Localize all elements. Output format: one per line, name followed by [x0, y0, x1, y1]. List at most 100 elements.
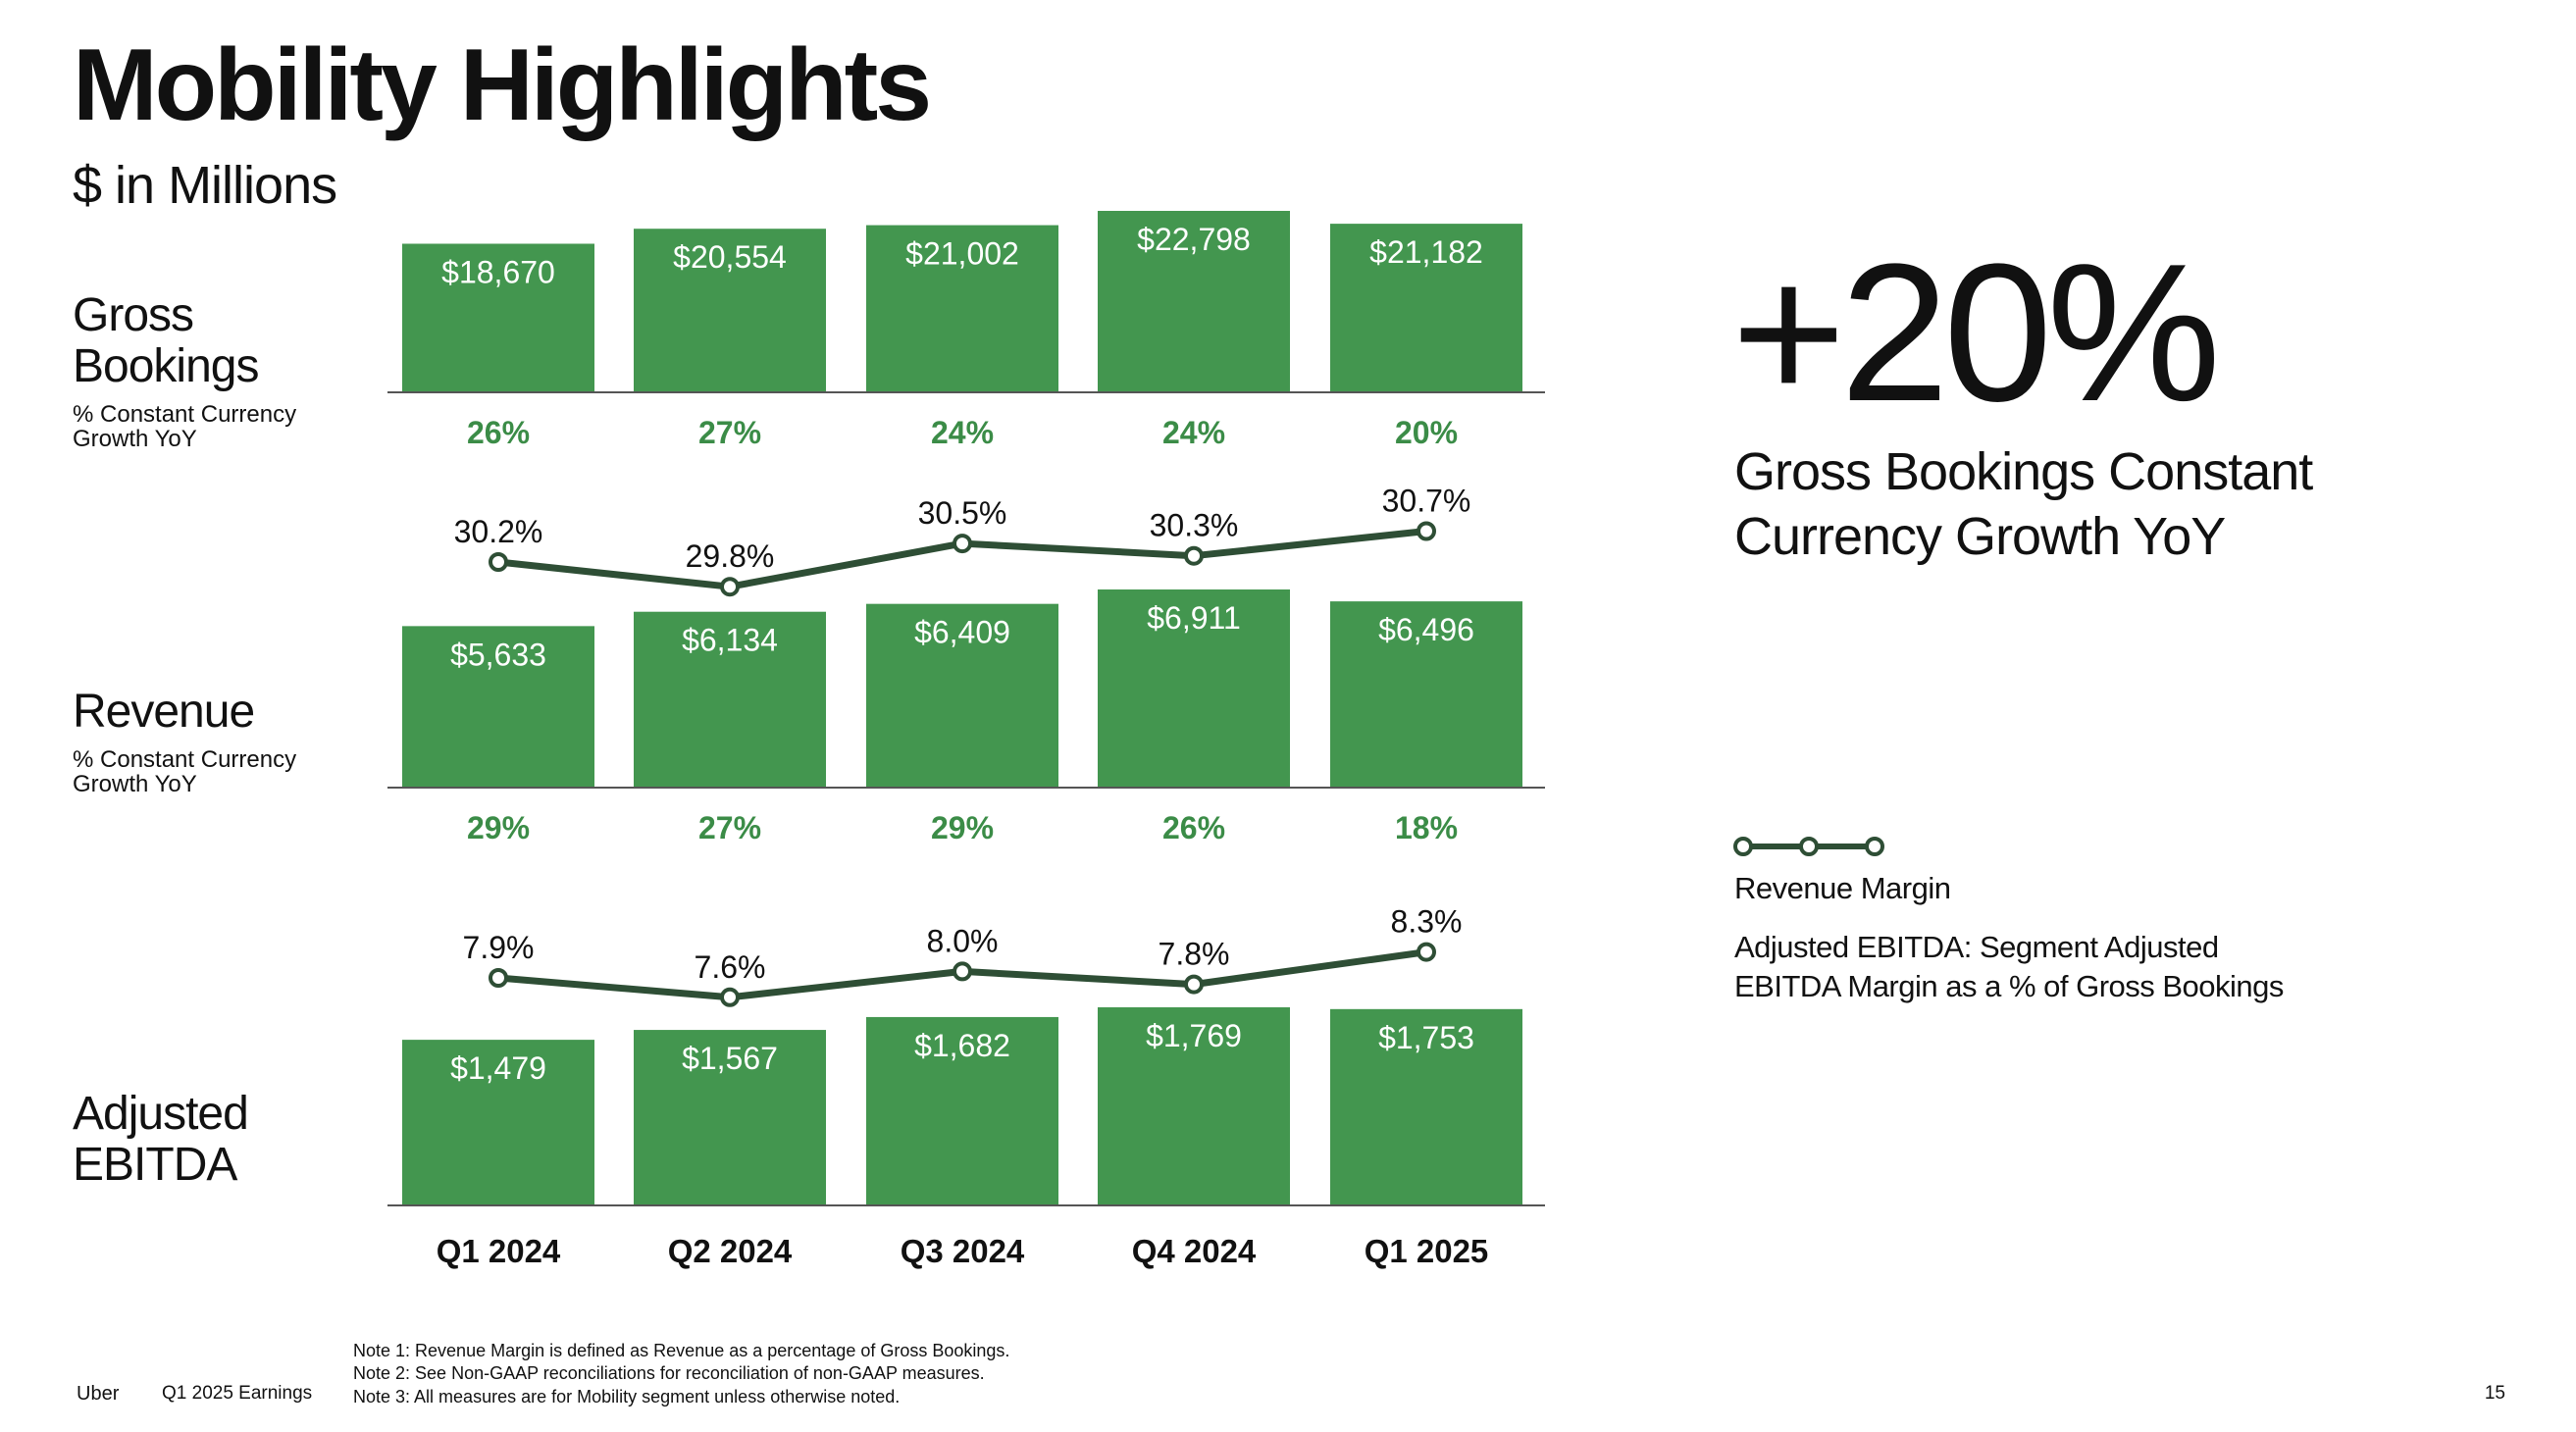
- gross-bookings-value-label: $22,798: [1137, 222, 1251, 257]
- revenue-value-label: $6,496: [1378, 612, 1474, 647]
- revenue-growth-note: % Constant Currency Growth YoY: [73, 746, 347, 798]
- ebitda-margin-point: [489, 968, 508, 988]
- ebitda-margin-point: [1184, 974, 1204, 995]
- revenue-margin-value-label: 29.8%: [686, 538, 775, 574]
- revenue-bar: [1098, 589, 1290, 788]
- gross-bookings-bar: [866, 225, 1058, 392]
- revenue-value-label: $6,409: [914, 615, 1010, 650]
- gross-bookings-value-label: $21,182: [1369, 234, 1483, 270]
- revenue-margin-point: [720, 577, 740, 597]
- ebitda-margin-value-label: 7.8%: [1159, 937, 1230, 972]
- gross-bookings-bar: [634, 229, 826, 392]
- revenue-value-label: $6,134: [682, 623, 778, 658]
- x-axis-tick-label: Q4 2024: [1132, 1233, 1257, 1269]
- revenue-margin-point: [953, 534, 972, 554]
- legend-marker-left: [1733, 837, 1753, 856]
- gross-bookings-label-line1: Gross: [73, 289, 194, 341]
- adjusted-ebitda-value-label: $1,479: [450, 1050, 546, 1086]
- adjusted-ebitda-bar: [402, 1040, 594, 1205]
- revenue-bar: [402, 626, 594, 788]
- adjusted-ebitda-value-label: $1,567: [682, 1041, 778, 1076]
- ebitda-margin-value-label: 8.3%: [1391, 904, 1463, 940]
- page-subtitle: $ in Millions: [73, 156, 337, 215]
- legend-note: Adjusted EBITDA: Segment Adjusted EBITDA…: [1734, 928, 2323, 1007]
- revenue-growth-label: 29%: [467, 810, 530, 845]
- adjusted-ebitda-value-label: $1,682: [914, 1028, 1010, 1063]
- revenue-value-label: $5,633: [450, 637, 546, 672]
- highlight-caption: Gross Bookings Constant Currency Growth …: [1734, 439, 2421, 570]
- gross-bookings-value-label: $21,002: [905, 236, 1019, 272]
- footnote-1: Note 1: Revenue Margin is defined as Rev…: [353, 1341, 1010, 1360]
- gross-bookings-growth-label: 24%: [931, 415, 994, 450]
- adjusted-ebitda-label: Adjusted EBITDA: [73, 1088, 249, 1191]
- revenue-growth-label: 29%: [931, 810, 994, 845]
- revenue-growth-label: 18%: [1395, 810, 1458, 845]
- adjusted-ebitda-label-line1: Adjusted: [73, 1088, 249, 1140]
- revenue-margin-point: [1417, 521, 1436, 541]
- adjusted-ebitda-bar: [1098, 1007, 1290, 1205]
- revenue-bar: [866, 603, 1058, 788]
- footnotes: Note 1: Revenue Margin is defined as Rev…: [353, 1340, 1009, 1408]
- page-number: 15: [2484, 1383, 2505, 1404]
- ebitda-margin-value-label: 8.0%: [927, 923, 999, 958]
- footnote-3: Note 3: All measures are for Mobility se…: [353, 1386, 901, 1406]
- gross-bookings-value-label: $18,670: [441, 254, 555, 289]
- revenue-label: Revenue: [73, 686, 255, 738]
- footer-brand: Uber: [77, 1383, 120, 1405]
- gross-bookings-growth-note: % Constant Currency Growth YoY: [73, 401, 347, 453]
- gross-bookings-label-line2: Bookings: [73, 339, 259, 392]
- revenue-margin-value-label: 30.7%: [1382, 484, 1471, 519]
- ebitda-margin-value-label: 7.9%: [463, 930, 535, 965]
- gross-bookings-growth-note-line1: % Constant Currency: [73, 401, 297, 428]
- revenue-growth-note-line1: % Constant Currency: [73, 746, 297, 773]
- revenue-margin-value-label: 30.3%: [1150, 508, 1239, 543]
- legend-label: Revenue Margin: [1734, 871, 1951, 905]
- adjusted-ebitda-bar: [866, 1016, 1058, 1205]
- revenue-bar: [634, 611, 826, 788]
- legend-line-icon: [1733, 837, 1884, 856]
- revenue-margin-value-label: 30.2%: [454, 514, 543, 549]
- adjusted-ebitda-bar: [1330, 1008, 1522, 1205]
- adjusted-ebitda-bar: [634, 1030, 826, 1205]
- legend-note-line2: EBITDA Margin as a % of Gross Bookings: [1734, 969, 2284, 1004]
- gross-bookings-growth-label: 24%: [1162, 415, 1225, 450]
- ebitda-margin-point: [1417, 942, 1436, 962]
- adjusted-ebitda-label-line2: EBITDA: [73, 1138, 237, 1191]
- adjusted-ebitda-value-label: $1,769: [1146, 1018, 1242, 1053]
- revenue-growth-note-line2: Growth YoY: [73, 771, 197, 798]
- x-axis-tick-label: Q2 2024: [668, 1233, 793, 1269]
- gross-bookings-bar: [1330, 224, 1522, 392]
- revenue-margin-value-label: 30.5%: [918, 495, 1007, 531]
- revenue-margin-point: [489, 552, 508, 572]
- gross-bookings-growth-label: 26%: [467, 415, 530, 450]
- gross-bookings-bar: [1098, 211, 1290, 392]
- gross-bookings-growth-label: 20%: [1395, 415, 1458, 450]
- gross-bookings-growth-note-line2: Growth YoY: [73, 426, 197, 453]
- x-axis-tick-label: Q1 2025: [1365, 1233, 1489, 1269]
- gross-bookings-bar: [402, 243, 594, 392]
- adjusted-ebitda-value-label: $1,753: [1378, 1020, 1474, 1055]
- ebitda-margin-value-label: 7.6%: [695, 949, 766, 985]
- revenue-growth-label: 27%: [698, 810, 761, 845]
- gross-bookings-value-label: $20,554: [673, 239, 787, 275]
- highlight-value: +20%: [1731, 224, 2221, 442]
- revenue-growth-label: 26%: [1162, 810, 1225, 845]
- highlight-caption-line1: Gross Bookings Constant: [1734, 442, 2313, 501]
- revenue-value-label: $6,911: [1147, 600, 1241, 636]
- ebitda-margin-point: [720, 987, 740, 1007]
- legend-marker-middle: [1799, 837, 1819, 856]
- legend-marker-right: [1865, 837, 1884, 856]
- legend-note-line1: Adjusted EBITDA: Segment Adjusted: [1734, 930, 2219, 964]
- highlight-caption-line2: Currency Growth YoY: [1734, 507, 2226, 567]
- x-axis-tick-label: Q1 2024: [437, 1233, 561, 1269]
- revenue-bar: [1330, 601, 1522, 788]
- revenue-margin-point: [1184, 545, 1204, 566]
- x-axis-tick-label: Q3 2024: [901, 1233, 1025, 1269]
- page-title: Mobility Highlights: [73, 28, 932, 142]
- gross-bookings-growth-label: 27%: [698, 415, 761, 450]
- ebitda-margin-point: [953, 961, 972, 982]
- footnote-2: Note 2: See Non-GAAP reconciliations for…: [353, 1363, 985, 1384]
- footer-deck-name: Q1 2025 Earnings: [162, 1383, 313, 1404]
- gross-bookings-label: Gross Bookings: [73, 289, 259, 392]
